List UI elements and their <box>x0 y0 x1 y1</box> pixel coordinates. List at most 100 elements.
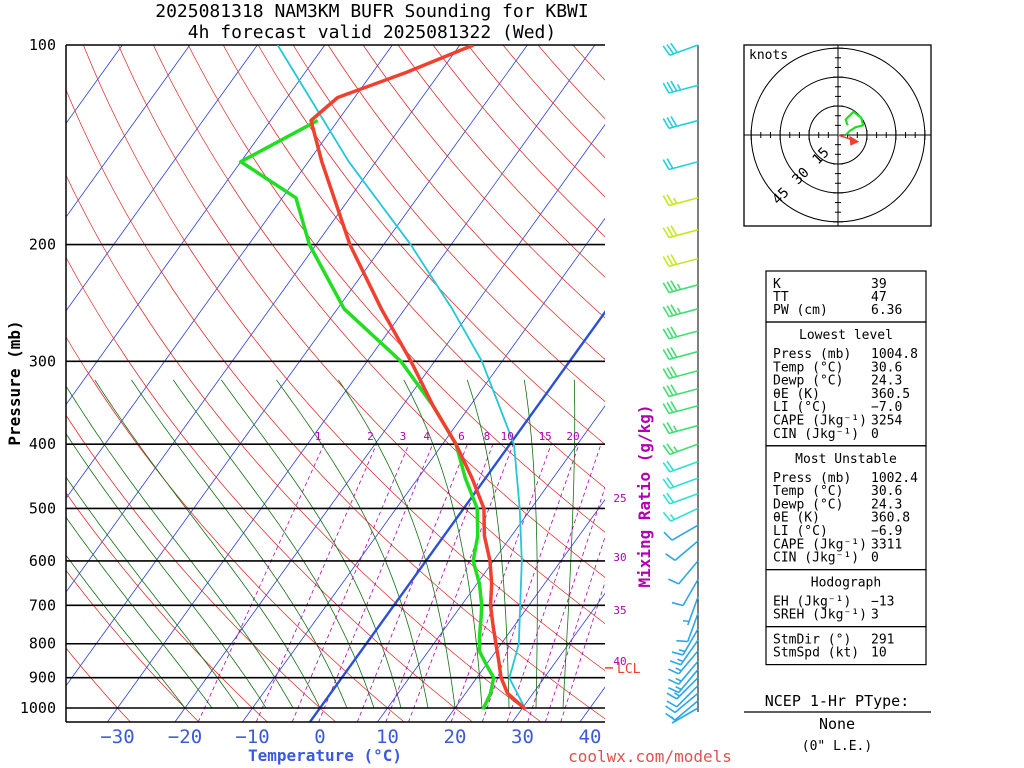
wind-barb <box>662 422 699 435</box>
index-value: 1002.4 <box>871 471 918 486</box>
wind-barb <box>662 477 699 490</box>
wind-barb <box>662 42 699 57</box>
index-label: LI (°C) <box>773 524 828 539</box>
index-label: Press (mb) <box>773 471 851 486</box>
index-value: 47 <box>871 290 887 305</box>
pressure-gridlines <box>66 44 605 709</box>
wind-barb <box>662 366 699 380</box>
parcel-profile-line <box>276 45 527 710</box>
y-tick-label: 900 <box>29 669 56 687</box>
wind-barb <box>662 194 699 207</box>
mixing-ratio-tick-label: 2 <box>367 430 374 443</box>
index-value: 24.3 <box>871 374 902 389</box>
moist-adiabat-line <box>276 379 429 709</box>
mixing-ratio-labels: 1 2 3 4 6 8 10 15 20 25 30 35 40 <box>315 430 627 668</box>
moist-adiabat-line <box>66 516 213 709</box>
index-value: 30.6 <box>871 484 902 499</box>
y-tick-label: 400 <box>29 435 56 453</box>
y-tick-label: 800 <box>29 635 56 653</box>
mixing-ratio-tick-label: 10 <box>501 430 514 443</box>
isotherm-line <box>174 123 605 722</box>
dry-adiabat-line <box>66 492 268 722</box>
dry-adiabat-line <box>66 569 200 722</box>
skewt-background-lines <box>66 44 1024 722</box>
dry-adiabat-line <box>66 88 605 720</box>
wind-barb <box>668 669 699 694</box>
index-value: −7.0 <box>871 400 902 415</box>
index-label: SREH (Jkg⁻¹) <box>773 608 867 623</box>
index-section-title: Hodograph <box>811 576 881 591</box>
mixing-ratio-tick-label: 6 <box>458 430 465 443</box>
index-label: Temp (°C) <box>773 360 843 375</box>
mixing-ratio-line <box>544 535 605 722</box>
y-tick-label: 1000 <box>20 699 56 717</box>
x-tick-label: 10 <box>376 726 399 748</box>
mixing-ratio-line <box>481 444 580 722</box>
mixing-ratio-line <box>450 444 552 722</box>
index-label: StmDir (°) <box>773 633 851 648</box>
mixing-ratio-tick-label: 30 <box>613 551 626 564</box>
dry-adiabat-line <box>83 45 605 672</box>
mixing-ratio-tick-label: 40 <box>613 655 626 668</box>
index-value: 3 <box>871 608 879 623</box>
wind-barb <box>662 492 699 505</box>
wind-barb <box>662 280 699 294</box>
temperature-profile-line <box>309 45 527 711</box>
index-label: Press (mb) <box>773 347 851 362</box>
index-value: 30.6 <box>871 360 902 375</box>
wind-barb <box>668 660 699 685</box>
hodograph-trace <box>844 110 865 136</box>
wind-barb <box>666 677 699 700</box>
index-value: 3311 <box>871 537 902 552</box>
index-label: CAPE (Jkg⁻¹) <box>773 414 867 429</box>
dewpoint-profile-line <box>239 118 496 711</box>
dry-adiabat-line <box>292 45 605 402</box>
lcl-label: LCL <box>617 662 641 677</box>
isotherm-line <box>66 45 258 312</box>
isotherm-line <box>66 45 191 218</box>
wind-barb <box>662 401 699 415</box>
index-label: CIN (Jkg⁻¹) <box>773 427 859 442</box>
wind-barb <box>663 524 699 541</box>
storm-motion-arrowhead <box>849 135 860 146</box>
wind-barb <box>662 326 699 340</box>
wind-barb <box>662 347 699 361</box>
dry-adiabat-line <box>397 45 605 278</box>
moist-adiabat-line <box>66 432 267 709</box>
moist-adiabat-line <box>172 379 375 709</box>
ptype-value: None <box>819 715 855 733</box>
x-tick-label: −10 <box>235 726 269 748</box>
dry-adiabat-line <box>327 45 605 360</box>
mixing-ratio-tick-label: 15 <box>539 430 552 443</box>
dry-adiabat-line <box>712 44 1024 722</box>
y-tick-label: 200 <box>29 236 56 254</box>
wind-barb <box>676 613 699 643</box>
wind-barb <box>662 507 699 522</box>
x-tick-label: 20 <box>444 726 467 748</box>
wind-barb <box>670 707 699 724</box>
index-value: 39 <box>871 277 887 292</box>
index-label: Dewp (°C) <box>773 374 843 389</box>
moist-adiabat-line <box>220 379 402 709</box>
wind-barb <box>668 560 699 585</box>
wind-barb <box>662 460 699 473</box>
wind-barb <box>671 579 699 607</box>
dry-adiabat-line <box>66 336 405 722</box>
moist-adiabat-line <box>466 379 510 708</box>
chart-title: 2025081318 NAM3KM BUFR Sounding for KBWI <box>155 1 588 22</box>
dry-adiabat-line <box>362 45 605 319</box>
x-tick-label: 30 <box>511 726 534 748</box>
index-label: θE (K) <box>773 387 820 402</box>
index-value: 0 <box>871 427 879 442</box>
mixing-ratio-tick-label: 3 <box>400 430 407 443</box>
dry-adiabat-line <box>66 256 473 722</box>
index-value: 0 <box>871 551 879 566</box>
index-value: −6.9 <box>871 524 902 539</box>
dry-adiabat-line <box>117 45 605 624</box>
mixing-ratio-tick-label: 35 <box>613 604 626 617</box>
chart-subtitle: 4h forecast valid 2025081322 (Wed) <box>188 22 556 43</box>
index-label: CIN (Jkg⁻¹) <box>773 551 859 566</box>
index-value: 3254 <box>871 414 902 429</box>
isotherm-line <box>66 45 528 687</box>
index-value: 10 <box>871 646 887 661</box>
